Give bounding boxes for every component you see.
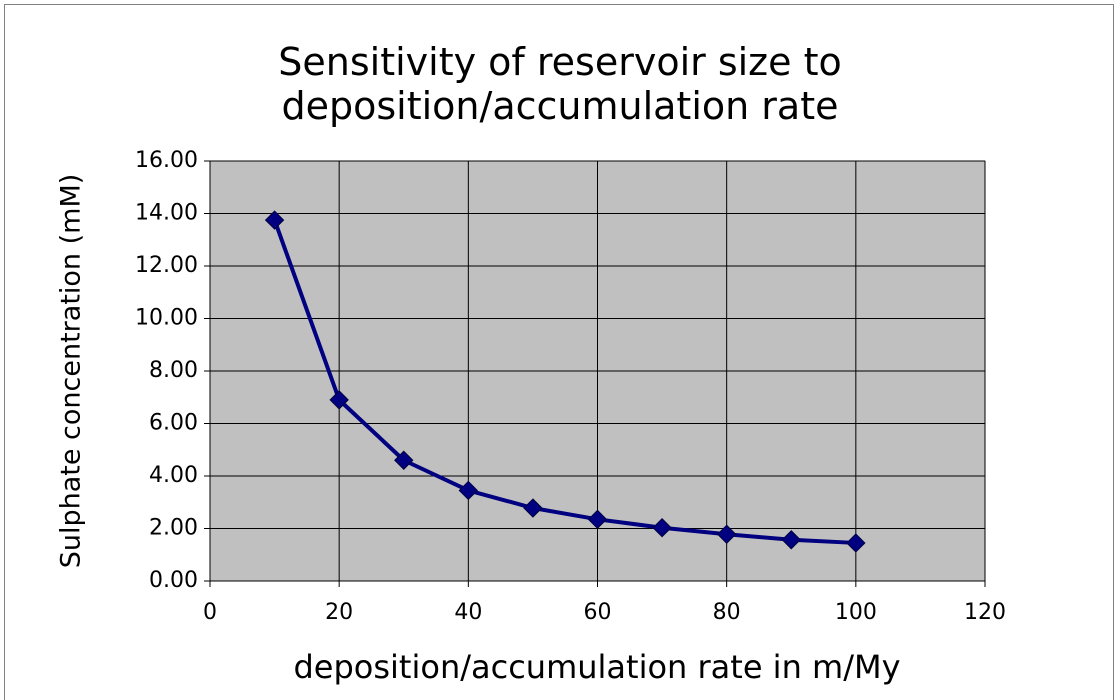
x-tick-label: 20 (325, 600, 353, 625)
x-tick-label: 120 (964, 600, 1006, 625)
x-tick-label: 0 (203, 600, 217, 625)
y-tick-label: 0.00 (149, 568, 198, 593)
chart-frame (4, 4, 1114, 700)
data-point (458, 480, 479, 501)
data-point (781, 530, 801, 550)
y-tick-label: 10.00 (135, 306, 198, 331)
y-tick-label: 8.00 (149, 358, 198, 383)
chart-title: Sensitivity of reservoir size to deposit… (278, 40, 842, 128)
data-point (846, 533, 866, 553)
y-tick-label: 4.00 (149, 463, 198, 488)
y-tick-label: 2.00 (149, 516, 198, 541)
series-line (272, 219, 856, 545)
data-point (523, 498, 543, 518)
x-tick-label: 100 (835, 600, 877, 625)
y-tick-label: 12.00 (135, 253, 198, 278)
y-tick-label: 6.00 (149, 411, 198, 436)
data-point (587, 509, 608, 530)
x-tick-label: 80 (713, 600, 741, 625)
y-tick-label: 14.00 (135, 201, 198, 226)
x-axis-label: deposition/accumulation rate in m/My (293, 648, 900, 686)
y-axis-label: Sulphate concentration (mM) (56, 174, 87, 569)
x-tick-label: 60 (584, 600, 612, 625)
x-tick-label: 40 (454, 600, 482, 625)
data-point (394, 450, 414, 470)
data-point (716, 524, 737, 544)
data-point (329, 390, 349, 410)
data-point (264, 210, 285, 230)
data-point (652, 518, 672, 538)
y-tick-label: 16.00 (135, 148, 198, 173)
